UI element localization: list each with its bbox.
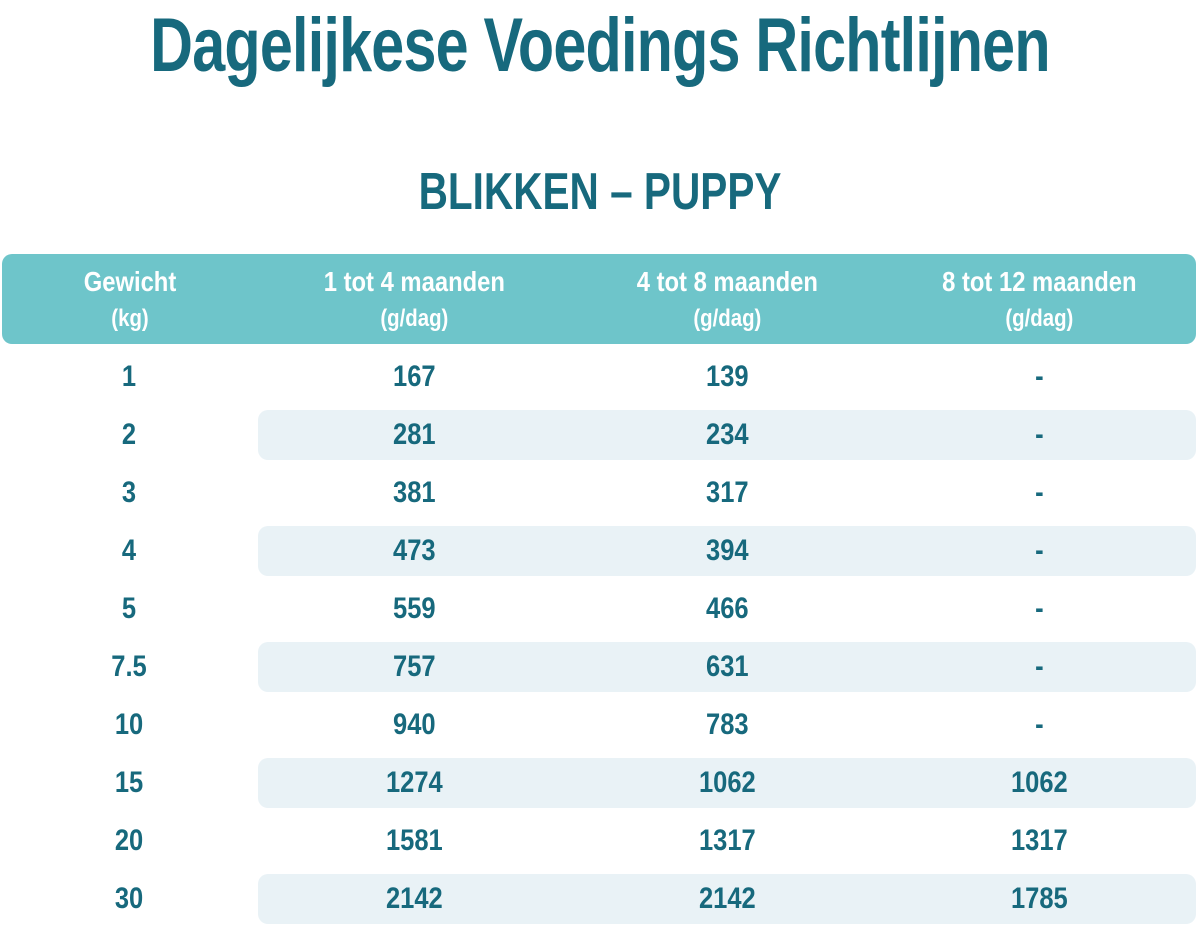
row-band: 559 466 - [258,584,1196,634]
cell-weight: 5 [121,592,137,625]
cell-4to8: 1062 [698,766,756,799]
table-row: 2 281 234 - [0,406,1200,464]
cell-1to4: 167 [393,360,436,393]
table-row: 10 940 783 - [0,696,1200,754]
table-row: 7.5 757 631 - [0,638,1200,696]
table-row: 15 1274 1062 1062 [0,754,1200,812]
table-row: 3 381 317 - [0,464,1200,522]
row-band: 1274 1062 1062 [258,758,1196,808]
cell-8to12: - [1035,418,1044,451]
cell-4to8: 317 [705,476,749,509]
header-label: 1 tot 4 maanden [323,265,505,297]
cell-1to4: 2142 [385,882,443,915]
row-band: 167 139 - [258,352,1196,402]
cell-1to4: 1274 [385,766,443,799]
header-label: Gewicht [83,265,177,297]
table-header: Gewicht (kg) 1 tot 4 maanden (g/dag) 4 t… [2,254,1196,344]
cell-4to8: 394 [705,534,749,567]
header-col-1to4: 1 tot 4 maanden (g/dag) [281,254,547,344]
cell-8to12: 1785 [1011,882,1069,915]
header-col-8to12: 8 tot 12 maanden (g/dag) [907,254,1173,344]
cell-weight: 1 [121,360,137,393]
cell-8to12: - [1035,360,1044,393]
cell-8to12: 1062 [1011,766,1069,799]
cell-weight: 15 [114,766,144,799]
row-band: 757 631 - [258,642,1196,692]
cell-weight: 10 [114,708,144,741]
header-label: 8 tot 12 maanden [942,265,1137,297]
cell-4to8: 631 [705,650,749,683]
header-unit: (g/dag) [693,304,762,332]
cell-1to4: 940 [393,708,436,741]
cell-4to8: 2142 [698,882,756,915]
cell-1to4: 559 [393,592,436,625]
cell-8to12: 1317 [1011,824,1069,857]
cell-1to4: 473 [393,534,436,567]
cell-weight: 3 [121,476,137,509]
table-row: 4 473 394 - [0,522,1200,580]
cell-1to4: 1581 [385,824,443,857]
cell-weight: 20 [114,824,144,857]
table-row: 5 559 466 - [0,580,1200,638]
header-col-4to8: 4 tot 8 maanden (g/dag) [594,254,860,344]
row-band: 381 317 - [258,468,1196,518]
cell-1to4: 381 [393,476,436,509]
row-band: 473 394 - [258,526,1196,576]
cell-1to4: 281 [393,418,436,451]
row-band: 1581 1317 1317 [258,816,1196,866]
header-unit: (kg) [111,304,149,332]
header-unit: (g/dag) [1005,304,1074,332]
cell-4to8: 234 [705,418,749,451]
table-row: 30 2142 2142 1785 [0,870,1200,926]
cell-8to12: - [1035,534,1044,567]
table-body: 1 167 139 - 2 281 234 - 3 381 317 - [0,348,1200,926]
table-row: 20 1581 1317 1317 [0,812,1200,870]
cell-weight: 7.5 [111,650,147,683]
cell-8to12: - [1035,476,1044,509]
page-subtitle: BLIKKEN – PUPPY [418,163,782,221]
cell-4to8: 1317 [698,824,756,857]
header-col-gewicht: Gewicht (kg) [21,254,239,344]
page-title: Dagelijkese Voedings Richtlijnen [150,3,1050,88]
cell-8to12: - [1035,592,1044,625]
cell-4to8: 466 [705,592,749,625]
cell-8to12: - [1035,650,1044,683]
header-unit: (g/dag) [380,304,449,332]
table-row: 1 167 139 - [0,348,1200,406]
cell-4to8: 139 [705,360,749,393]
cell-weight: 2 [121,418,137,451]
cell-4to8: 783 [705,708,749,741]
header-label: 4 tot 8 maanden [636,265,818,297]
cell-1to4: 757 [393,650,436,683]
cell-8to12: - [1035,708,1044,741]
row-band: 940 783 - [258,700,1196,750]
row-band: 281 234 - [258,410,1196,460]
row-band: 2142 2142 1785 [258,874,1196,924]
cell-weight: 4 [121,534,137,567]
cell-weight: 30 [114,882,144,915]
